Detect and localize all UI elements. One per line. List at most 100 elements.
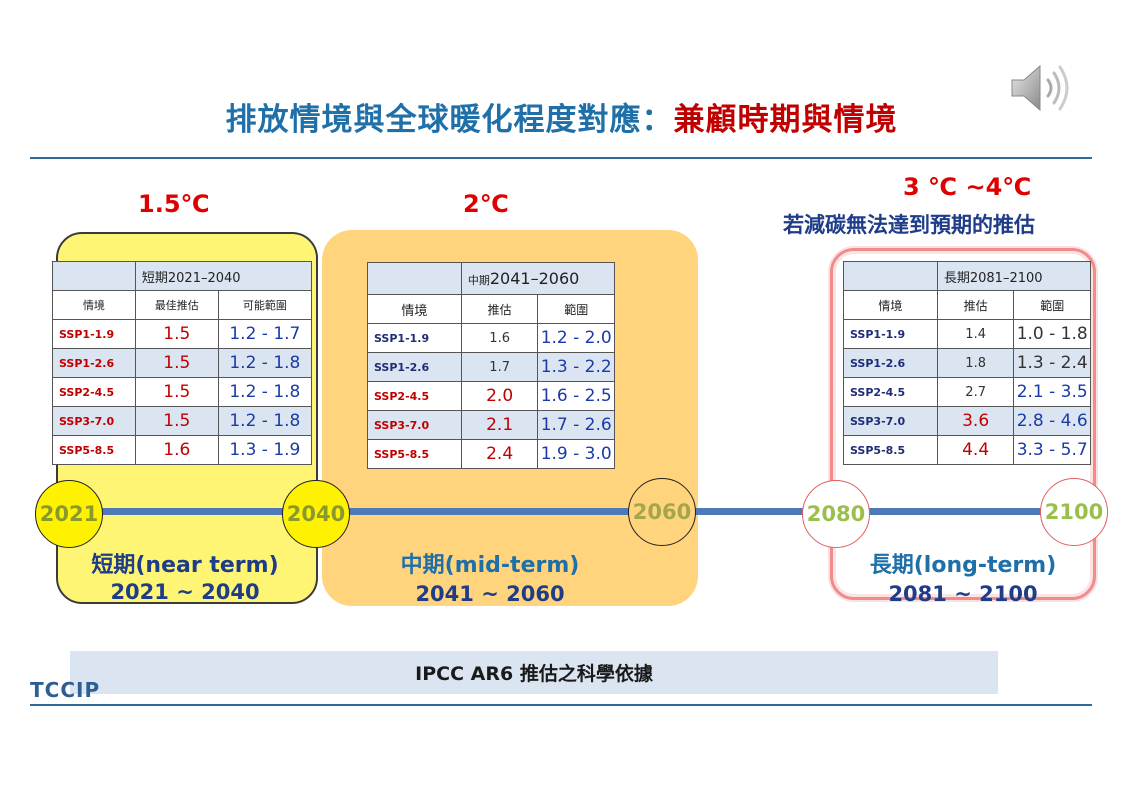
- best-cell: 1.6: [460, 323, 539, 353]
- scenario-cell: SSP2-4.5: [367, 381, 462, 411]
- best-cell: 4.4: [936, 435, 1015, 465]
- best-cell: 1.6: [134, 435, 219, 465]
- col-range: 範圍: [537, 294, 615, 324]
- scenario-cell: SSP3-7.0: [52, 406, 136, 436]
- scenario-cell: SSP2-4.5: [843, 377, 938, 407]
- scenario-cell: SSP1-1.9: [52, 319, 136, 349]
- best-cell: 1.7: [460, 352, 539, 382]
- range-cell: 1.2 - 1.8: [217, 348, 313, 378]
- best-cell: 2.4: [460, 439, 539, 469]
- table-row: SSP1-1.9 1.4 1.0 - 1.8: [843, 319, 1091, 349]
- scenario-cell: SSP1-2.6: [367, 352, 462, 382]
- timeline-node-2100: 2100: [1040, 478, 1108, 546]
- scenario-cell: SSP1-1.9: [367, 323, 462, 353]
- table-row: SSP2-4.5 2.0 1.6 - 2.5: [367, 381, 615, 411]
- table-row: SSP5-8.5 2.4 1.9 - 3.0: [367, 439, 615, 469]
- temp-mid-label: 2℃: [463, 190, 509, 218]
- col-range: 可能範圍: [217, 290, 313, 320]
- table-column-row: 情境 推估 範圍: [843, 290, 1091, 320]
- range-cell: 1.9 - 3.0: [537, 439, 615, 469]
- best-cell: 1.5: [134, 319, 219, 349]
- title-part-2: 兼顧時期與情境: [673, 102, 898, 138]
- speaker-icon[interactable]: [1008, 58, 1078, 118]
- scenario-cell: SSP1-2.6: [843, 348, 938, 378]
- best-cell: 1.5: [134, 348, 219, 378]
- range-cell: 1.3 - 2.2: [537, 352, 615, 382]
- table-row: SSP1-1.9 1.6 1.2 - 2.0: [367, 323, 615, 353]
- best-cell: 1.5: [134, 406, 219, 436]
- table-row: SSP1-1.9 1.5 1.2 - 1.7: [52, 319, 313, 349]
- range-cell: 1.3 - 2.4: [1013, 348, 1091, 378]
- range-cell: 1.2 - 1.8: [217, 377, 313, 407]
- near-term-table: 短期2021–2040 情境 最佳推估 可能範圍 SSP1-1.9 1.5 1.…: [52, 261, 313, 465]
- col-range: 範圍: [1013, 290, 1091, 320]
- table-cell: [52, 261, 136, 291]
- table-cell: [367, 262, 462, 295]
- table-header-row: 中期2041–2060: [367, 262, 616, 295]
- scenario-cell: SSP5-8.5: [843, 435, 938, 465]
- near-term-years: 2021 ~ 2040: [110, 580, 260, 604]
- tccip-logo: TCCIP: [30, 678, 101, 702]
- timeline-node-2060: 2060: [628, 478, 696, 546]
- best-cell: 1.8: [936, 348, 1015, 378]
- table-header-row: 長期2081–2100: [843, 261, 1092, 291]
- table-row: SSP3-7.0 2.1 1.7 - 2.6: [367, 410, 615, 440]
- table-row: SSP1-2.6 1.7 1.3 - 2.2: [367, 352, 615, 382]
- best-cell: 1.5: [134, 377, 219, 407]
- period-header: 長期2081–2100: [936, 261, 1092, 291]
- best-cell: 1.4: [936, 319, 1015, 349]
- scenario-cell: SSP1-1.9: [843, 319, 938, 349]
- footer-rule: [30, 704, 1092, 706]
- source-banner: IPCC AR6 推估之科學依據: [70, 651, 998, 694]
- title-part-1: 排放情境與全球暖化程度對應：: [225, 102, 674, 138]
- col-scenario: 情境: [843, 290, 938, 320]
- mid-term-years: 2041 ~ 2060: [415, 582, 565, 606]
- scenario-cell: SSP3-7.0: [367, 410, 462, 440]
- scenario-cell: SSP5-8.5: [367, 439, 462, 469]
- timeline-bar: [60, 508, 1080, 515]
- best-cell: 2.1: [460, 410, 539, 440]
- mid-term-table: 中期2041–2060 情境 推估 範圍 SSP1-1.9 1.6 1.2 - …: [367, 262, 616, 469]
- table-row: SSP2-4.5 2.7 2.1 - 3.5: [843, 377, 1091, 407]
- timeline-node-2040: 2040: [282, 480, 350, 548]
- long-term-table: 長期2081–2100 情境 推估 範圍 SSP1-1.9 1.4 1.0 - …: [843, 261, 1092, 465]
- range-cell: 1.2 - 1.8: [217, 406, 313, 436]
- near-term-label: 短期(near term): [91, 553, 279, 578]
- range-cell: 1.0 - 1.8: [1013, 319, 1091, 349]
- table-row: SSP1-2.6 1.8 1.3 - 2.4: [843, 348, 1091, 378]
- best-cell: 2.7: [936, 377, 1015, 407]
- range-cell: 2.8 - 4.6: [1013, 406, 1091, 436]
- range-cell: 1.6 - 2.5: [537, 381, 615, 411]
- table-row: SSP2-4.5 1.5 1.2 - 1.8: [52, 377, 313, 407]
- period-header: 短期2021–2040: [134, 261, 313, 291]
- long-term-label: 長期(long-term): [869, 553, 1057, 578]
- col-best: 推估: [936, 290, 1015, 320]
- timeline-node-2021: 2021: [35, 480, 103, 548]
- long-term-note: 若減碳無法達到預期的推估: [783, 213, 1035, 237]
- scenario-cell: SSP2-4.5: [52, 377, 136, 407]
- period-header-years: 2041–2060: [489, 269, 580, 288]
- best-cell: 3.6: [936, 406, 1015, 436]
- range-cell: 1.2 - 1.7: [217, 319, 313, 349]
- long-term-years: 2081 ~ 2100: [888, 582, 1038, 606]
- col-scenario: 情境: [52, 290, 136, 320]
- table-header-row: 短期2021–2040: [52, 261, 313, 291]
- period-header-small: 中期: [467, 274, 490, 287]
- col-best: 推估: [460, 294, 539, 324]
- best-cell: 2.0: [460, 381, 539, 411]
- period-header: 中期2041–2060: [460, 262, 616, 295]
- range-cell: 1.2 - 2.0: [537, 323, 615, 353]
- range-cell: 1.7 - 2.6: [537, 410, 615, 440]
- table-row: SSP5-8.5 1.6 1.3 - 1.9: [52, 435, 313, 465]
- range-cell: 3.3 - 5.7: [1013, 435, 1091, 465]
- temp-long-label: 3 ℃ ~4℃: [903, 173, 1032, 201]
- temp-near-label: 1.5℃: [138, 190, 210, 218]
- table-column-row: 情境 最佳推估 可能範圍: [52, 290, 313, 320]
- table-row: SSP3-7.0 3.6 2.8 - 4.6: [843, 406, 1091, 436]
- table-cell: [843, 261, 938, 291]
- mid-term-label: 中期(mid-term): [400, 553, 580, 578]
- range-cell: 1.3 - 1.9: [217, 435, 313, 465]
- slide-title: 排放情境與全球暖化程度對應：兼顧時期與情境: [0, 94, 1123, 139]
- table-column-row: 情境 推估 範圍: [367, 294, 615, 324]
- timeline-node-2080: 2080: [802, 480, 870, 548]
